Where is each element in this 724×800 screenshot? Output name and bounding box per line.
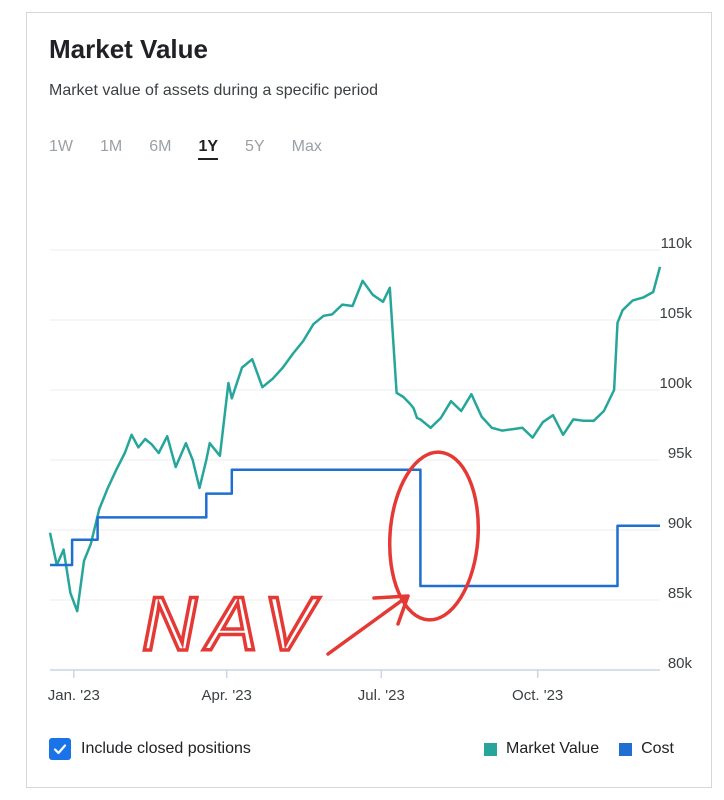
range-6m[interactable]: 6M: [149, 138, 172, 155]
range-1y[interactable]: 1Y: [198, 138, 219, 160]
y-tick-label: 95k: [668, 445, 693, 462]
chart-legend: Market Value Cost: [464, 740, 674, 758]
legend-item-cost[interactable]: Cost: [619, 740, 674, 758]
range-5y[interactable]: 5Y: [245, 138, 265, 155]
card-subtitle: Market value of assets during a specific…: [49, 82, 379, 99]
range-1w[interactable]: 1W: [49, 138, 73, 155]
x-tick-label: Apr. '23: [202, 687, 252, 704]
annotation-layer: NAV: [140, 450, 481, 669]
include-closed-toggle[interactable]: Include closed positions: [49, 738, 251, 760]
legend-swatch-cost: [619, 742, 633, 756]
legend-swatch-market-value: [484, 742, 498, 756]
series-line-market-value: [48, 266, 662, 613]
x-tick-label: Oct. '23: [512, 687, 563, 704]
annotation-circle: [387, 450, 481, 622]
chart-footer: Include closed positions Market Value Co…: [49, 736, 674, 764]
range-1m[interactable]: 1M: [100, 138, 123, 155]
axis-layer: 110k 105k 100k 95k 90k 85k 80k Jan. '23 Apr. '23…: [48, 235, 693, 704]
x-tick-label: Jan. '23: [48, 687, 100, 704]
y-tick-label: 105k: [659, 305, 692, 322]
include-closed-checkbox[interactable]: [49, 738, 71, 760]
legend-label-market-value: Market Value: [506, 740, 600, 757]
y-tick-label: 90k: [668, 515, 693, 532]
checkmark-icon: [53, 744, 67, 755]
market-value-card: [26, 12, 712, 788]
legend-item-market-value[interactable]: Market Value: [484, 740, 599, 758]
y-tick-label: 85k: [668, 585, 693, 602]
y-tick-label: 110k: [661, 235, 693, 252]
y-tick-label: 80k: [668, 655, 693, 672]
annotation-arrow: [326, 594, 410, 656]
series-layer: [48, 266, 662, 613]
y-tick-label: 100k: [659, 375, 692, 392]
legend-label-cost: Cost: [641, 740, 674, 757]
card-title: Market Value: [49, 34, 208, 64]
grid-layer: [50, 249, 660, 601]
range-max[interactable]: Max: [291, 138, 322, 155]
include-closed-label: Include closed positions: [81, 740, 251, 757]
series-line-cost: [50, 468, 660, 588]
x-tick-label: Jul. '23: [358, 687, 405, 704]
range-selector: 1W 1M 6M 1Y 5Y Max: [49, 138, 349, 160]
annotation-text: NAV: [142, 582, 324, 667]
